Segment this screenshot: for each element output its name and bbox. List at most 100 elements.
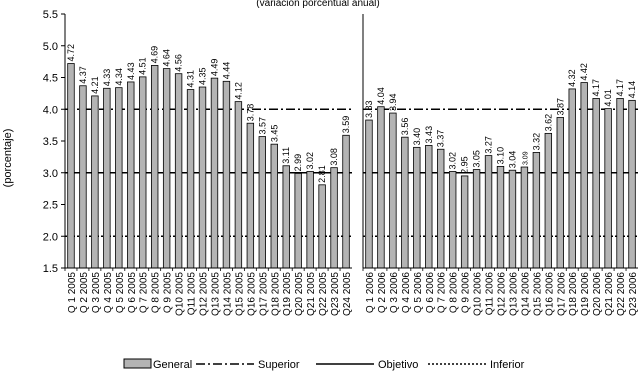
x-tick-label: Q10 2006: [473, 272, 484, 316]
bar: [544, 132, 553, 269]
x-tick-label: Q 6 2006: [425, 272, 436, 314]
y-tick-label: 1.5: [43, 263, 58, 275]
data-label: 3.56: [400, 118, 410, 136]
bar: [150, 65, 159, 269]
bar: [520, 166, 529, 269]
bar: [472, 169, 481, 269]
bar: [365, 119, 373, 269]
bar: [448, 171, 457, 269]
bar: [580, 82, 588, 269]
x-tick-label: Q19 2006: [580, 272, 591, 316]
data-label: 4.43: [126, 62, 136, 80]
x-tick-label: Q22 2006: [616, 272, 627, 316]
data-label: 3.78: [245, 104, 255, 122]
x-tick-label: Q 3 2005: [91, 272, 102, 314]
bar: [174, 73, 183, 269]
x-tick-label: Q24 2005: [342, 272, 353, 316]
x-tick-label: Q 7 2006: [437, 272, 448, 314]
value-labels: 4.724.374.21 4.33 4.34 4.43 4.514.69 4.64 4.56…: [66, 44, 637, 183]
legend-label-objetivo: Objetivo: [378, 359, 418, 371]
data-label: 3.62: [543, 114, 553, 132]
data-label: 2.95: [460, 156, 470, 174]
bar: [437, 148, 445, 269]
legend-label-superior: Superior: [258, 359, 300, 371]
data-label: 4.64: [162, 49, 172, 67]
data-label: 3.45: [269, 125, 279, 143]
x-tick-label: Q 4 2006: [401, 272, 412, 314]
x-tick-label: Q 7 2005: [139, 272, 150, 314]
bar: [103, 87, 111, 269]
bar: [389, 112, 397, 269]
x-tick-label: Q 8 2005: [151, 272, 162, 314]
data-label: 3.57: [257, 117, 267, 135]
data-label: 4.42: [579, 63, 589, 81]
x-tick-label: Q18 2006: [568, 272, 579, 316]
bar: [592, 98, 600, 269]
bar: [628, 99, 636, 269]
bar: [460, 175, 469, 269]
bar: [222, 80, 231, 269]
x-tick-label: Q11 2006: [485, 272, 496, 316]
data-label: 2.99: [293, 154, 303, 172]
data-label: 3.27: [484, 136, 494, 154]
data-label: 4.37: [78, 66, 88, 84]
bar: [508, 169, 517, 269]
data-label: 3.02: [448, 152, 458, 170]
data-label: 4.31: [186, 70, 196, 88]
x-tick-label: Q 2 2005: [79, 272, 90, 314]
bar: [91, 95, 99, 269]
legend: General Superior Objetivo Inferior: [123, 358, 525, 371]
bar: [162, 68, 171, 269]
data-label: 4.69: [150, 46, 160, 64]
x-tick-label: Q15 2005: [234, 272, 245, 316]
bar: [496, 165, 505, 269]
bar: [377, 106, 385, 269]
x-tick-label: Q13 2006: [508, 272, 519, 316]
chart-subtitle: (variación porcentual anual): [256, 0, 379, 9]
data-label: 4.35: [198, 67, 208, 85]
data-label: 4.14: [627, 81, 637, 99]
bar: [294, 172, 302, 269]
x-tick-label: Q17 2005: [258, 272, 269, 316]
x-tick-label: Q 5 2006: [413, 272, 424, 314]
legend-label-inferior: Inferior: [490, 359, 525, 371]
bar: [127, 81, 135, 269]
x-tick-label: Q 1 2005: [67, 272, 78, 314]
y-tick-label: 5.5: [43, 9, 58, 21]
bar: [616, 98, 624, 269]
bar: [234, 101, 243, 269]
bar: [484, 155, 493, 269]
x-tick-label: Q 2 2006: [377, 272, 388, 314]
data-label: 4.32: [567, 69, 577, 87]
data-label: 4.72: [66, 44, 76, 62]
y-tick-label: 3.0: [43, 168, 58, 180]
x-tick-label: Q 1 2006: [365, 272, 376, 314]
bar: [532, 152, 541, 269]
data-label: 4.51: [138, 57, 148, 75]
x-tick-label: Q23 2006: [628, 272, 639, 316]
x-tick-label: Q18 2005: [270, 272, 281, 316]
x-tick-label: Q10 2005: [175, 272, 186, 316]
data-label: 3.43: [424, 126, 434, 144]
x-tick-label: Q12 2005: [199, 272, 210, 316]
data-label: 3.09: [522, 151, 529, 165]
x-tick-labels: Q 1 2005 Q 2 2005 Q 3 2005 Q 4 2005 Q 5 2005…: [67, 272, 639, 316]
data-label: 3.37: [436, 130, 446, 148]
data-label: 4.34: [114, 68, 124, 86]
bar: [258, 136, 267, 269]
bar: [330, 167, 338, 269]
data-label: 3.02: [305, 152, 315, 170]
data-label: 4.49: [209, 59, 219, 77]
data-label: 3.59: [341, 116, 351, 134]
bar: [270, 143, 278, 269]
data-label: 3.04: [507, 151, 517, 169]
x-tick-label: Q23 2005: [330, 272, 341, 316]
bar: [568, 88, 576, 269]
data-label: 2.81: [317, 165, 327, 183]
bar: [79, 85, 87, 269]
x-tick-label: Q19 2005: [282, 272, 293, 316]
bar: [115, 87, 123, 269]
y-tick-label: 5.0: [43, 41, 58, 53]
data-label: 4.04: [376, 87, 386, 105]
